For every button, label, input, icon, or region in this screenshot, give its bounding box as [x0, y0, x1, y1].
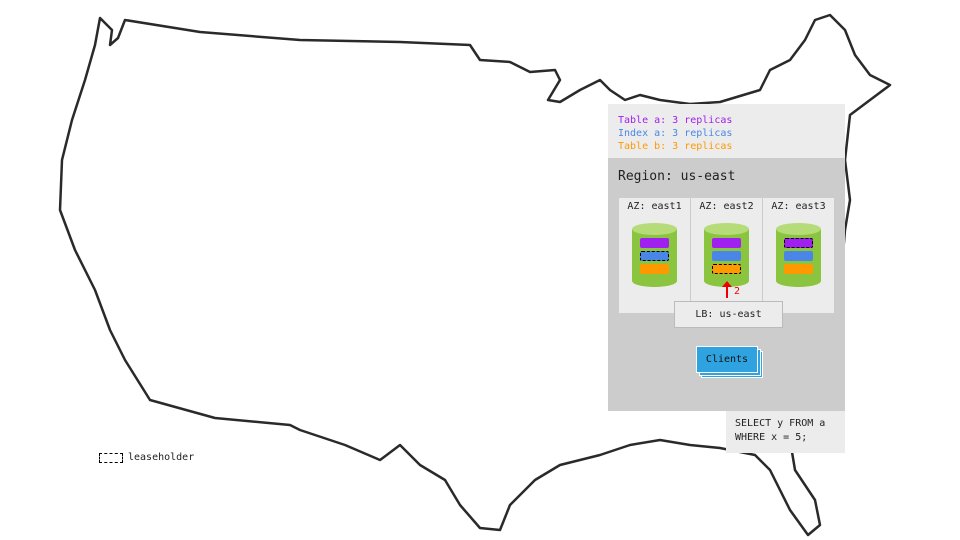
replica-table-a: [640, 238, 669, 248]
az-label: AZ: east2: [699, 201, 754, 212]
legend-index-a: Index a: 3 replicas: [618, 128, 733, 139]
az-east3: AZ: east3: [763, 198, 834, 313]
request-arrow: [726, 284, 728, 298]
replica-table-a: [712, 238, 741, 248]
replica-table-b-leaseholder: [712, 264, 741, 274]
load-balancer: LB: us-east: [674, 301, 783, 328]
replica-table-a-leaseholder: [784, 238, 813, 248]
region-us-east: Region: us-east AZ: east1 AZ: east2 AZ: …: [608, 158, 845, 411]
az-east1: AZ: east1: [619, 198, 690, 313]
replica-index-a-leaseholder: [640, 251, 669, 261]
database-node-icon: [704, 223, 749, 287]
replica-index-a: [712, 251, 741, 261]
replica-legend: Table a: 3 replicas Index a: 3 replicas …: [608, 104, 845, 160]
database-node-icon: [776, 223, 821, 287]
replica-index-a: [784, 251, 813, 261]
az-label: AZ: east1: [627, 201, 682, 212]
sql-query: SELECT y FROM a WHERE x = 5;: [726, 411, 845, 453]
replica-table-b: [640, 264, 669, 274]
leaseholder-label: leaseholder: [128, 452, 195, 463]
replica-table-b: [784, 264, 813, 274]
clients-box: Clients: [696, 346, 758, 373]
az-label: AZ: east3: [771, 201, 826, 212]
database-node-icon: [632, 223, 677, 287]
leaseholder-legend: leaseholder: [99, 452, 194, 463]
legend-table-a: Table a: 3 replicas: [618, 115, 733, 126]
legend-table-b: Table b: 3 replicas: [618, 141, 733, 152]
region-title: Region: us-east: [618, 169, 736, 184]
arrow-step-label: 2: [734, 286, 741, 297]
arrowhead-icon: [722, 281, 732, 287]
az-east2: AZ: east2: [691, 198, 762, 313]
dashed-box-icon: [99, 452, 123, 463]
